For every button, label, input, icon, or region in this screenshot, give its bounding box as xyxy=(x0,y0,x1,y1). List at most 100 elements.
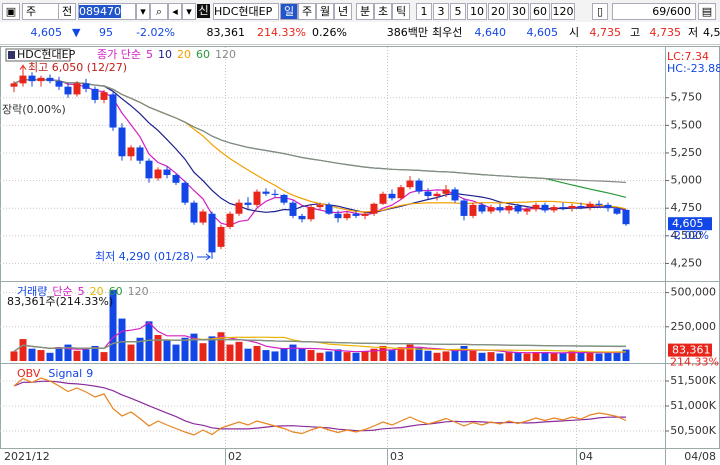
prev-button[interactable]: 전 xyxy=(58,3,76,20)
chart: 4,250 4,500 4,750 5,000 5,250 5,500 5,750 250,0… xyxy=(0,46,720,465)
candle-body xyxy=(82,83,90,89)
interval-button[interactable]: 3 xyxy=(433,3,449,20)
candle-body xyxy=(46,77,54,82)
menu-button[interactable]: ▣ xyxy=(2,3,20,20)
volume-bar xyxy=(595,353,603,361)
volume-bar xyxy=(298,348,306,361)
period-button[interactable]: 초 xyxy=(374,3,392,20)
volume-bar xyxy=(145,321,153,361)
interval-button[interactable]: 1 xyxy=(416,3,432,20)
legend-label: 단순 xyxy=(52,285,72,298)
open: 4,735 xyxy=(589,26,622,39)
ma-line xyxy=(13,78,627,184)
interval-button[interactable]: 120 xyxy=(551,3,575,20)
legend-item: 120 xyxy=(128,285,149,298)
volume-bar xyxy=(244,348,252,361)
volume-bar xyxy=(523,353,531,361)
candle-body xyxy=(523,209,531,212)
stock-name: HDC현대EP xyxy=(213,3,279,20)
candle-body xyxy=(244,202,252,205)
candle-body xyxy=(55,81,63,87)
candle-body xyxy=(100,92,108,100)
legend-item: OBV xyxy=(17,367,41,380)
interval-button[interactable]: 20 xyxy=(488,3,508,20)
candle-body xyxy=(73,83,81,95)
candle-body xyxy=(424,191,432,197)
last-price-box xyxy=(668,217,712,231)
candle-body xyxy=(478,204,486,212)
code-dropdown[interactable]: ▾ xyxy=(136,3,150,20)
volume-bar xyxy=(334,349,342,361)
volume-bar xyxy=(361,351,369,361)
volume-bar xyxy=(82,349,90,361)
search-button[interactable]: ⌕ xyxy=(150,3,168,20)
candle-body xyxy=(199,211,207,223)
x-tick-label: 04/08 xyxy=(684,450,716,463)
y-tick-label: 4,750 xyxy=(671,201,703,214)
candle-body xyxy=(136,147,144,161)
volume-bar xyxy=(10,351,18,361)
candle-body xyxy=(235,202,243,214)
interval-button[interactable]: 30 xyxy=(509,3,529,20)
candle-body xyxy=(370,203,378,214)
legend-item: 10 xyxy=(158,48,172,61)
volume-info: 83,361주(214.33%) xyxy=(7,295,113,308)
candle-body xyxy=(28,75,36,82)
list-button[interactable]: ▾ xyxy=(182,3,196,20)
y-tick-label: 4,500 xyxy=(671,229,703,242)
y-tick-label: 5,250 xyxy=(671,146,703,159)
bid: 4,605 xyxy=(526,26,559,39)
candle-body xyxy=(379,193,387,204)
interval-button[interactable]: 5 xyxy=(450,3,466,20)
volume-bar xyxy=(100,352,108,361)
candle-body xyxy=(613,208,621,214)
volume-bar xyxy=(343,352,351,361)
candle-body xyxy=(622,209,630,225)
candle-body xyxy=(388,193,396,199)
candle-body xyxy=(163,169,171,176)
volume-bar xyxy=(136,337,144,361)
market-select[interactable]: 주 xyxy=(22,3,59,20)
legend-item: 20 xyxy=(177,48,191,61)
volume-bar xyxy=(289,344,297,361)
candle-body xyxy=(433,193,441,197)
candle-body xyxy=(514,205,522,212)
y-tick-label: 50,500K xyxy=(670,424,716,437)
volume-bar xyxy=(280,348,288,361)
volume-bar xyxy=(181,337,189,361)
volume-bar xyxy=(505,351,513,361)
candle-body xyxy=(127,147,135,157)
candle-body xyxy=(91,88,99,100)
period-button[interactable]: 년 xyxy=(334,3,352,20)
code-input[interactable]: 089470 xyxy=(78,3,136,20)
period-button[interactable]: 월 xyxy=(316,3,334,20)
period-button[interactable]: 주 xyxy=(298,3,316,20)
volume-bar xyxy=(622,349,630,361)
low: 4,590 xyxy=(703,26,720,39)
volume-ma-line xyxy=(13,336,627,353)
period-button[interactable]: 일 xyxy=(280,3,298,20)
candle-body xyxy=(145,160,153,179)
y-tick-label: 5,500 xyxy=(671,118,703,131)
candle-body xyxy=(541,204,549,211)
x-tick-label: 02 xyxy=(228,450,242,463)
volume-bar xyxy=(442,351,450,361)
candle-body xyxy=(217,226,225,247)
scroll-button[interactable]: ▤ xyxy=(698,3,716,20)
candle-body xyxy=(271,193,279,195)
candle-body xyxy=(442,189,450,194)
option-button[interactable]: ▯ xyxy=(592,3,608,20)
y-tick-label: 500,000 xyxy=(671,286,717,299)
interval-button[interactable]: 10 xyxy=(467,3,487,20)
period-button[interactable]: 틱 xyxy=(392,3,410,20)
low-annotation: 최저 4,290 (01/28) xyxy=(95,250,194,263)
candle-body xyxy=(37,77,45,82)
period-button[interactable]: 분 xyxy=(356,3,374,20)
interval-button[interactable]: 60 xyxy=(530,3,550,20)
candle-body xyxy=(595,203,603,205)
sound-button[interactable]: ◂ xyxy=(168,3,182,20)
count-box[interactable]: 69/600 xyxy=(612,3,696,20)
price: 4,605 xyxy=(30,26,63,39)
candle-body xyxy=(19,75,27,84)
candle-body xyxy=(415,180,423,192)
